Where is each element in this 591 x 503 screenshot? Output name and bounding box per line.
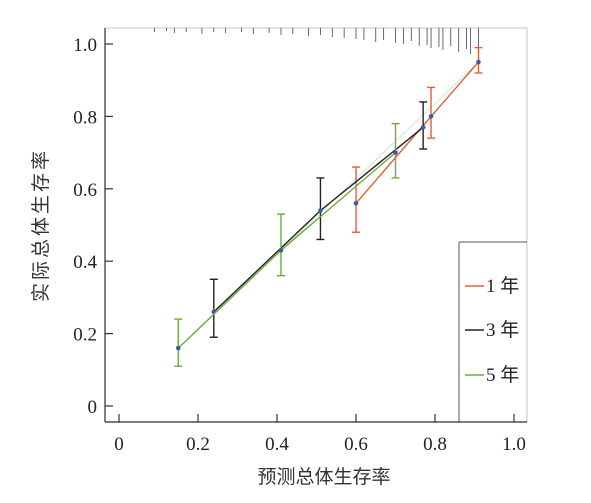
data-point [278, 248, 284, 253]
y-tick-label: 0 [88, 397, 98, 418]
x-tick-label: 0.2 [186, 434, 210, 455]
x-tick-label: 0.8 [423, 434, 447, 455]
rug-marks [154, 28, 479, 54]
x-tick-label: 1.0 [502, 434, 526, 455]
x-tick-label: 0.6 [344, 434, 368, 455]
series-3 [174, 122, 400, 367]
series-2 [209, 101, 428, 338]
data-point [318, 208, 323, 213]
legend-label: 5 年 [486, 364, 519, 386]
x-tick-label: 0.4 [265, 434, 289, 455]
plot-frame [104, 27, 528, 423]
x-tick-label: 0 [114, 434, 124, 455]
data-point [393, 150, 398, 155]
series-line [177, 152, 396, 349]
y-tick-label: 0.8 [73, 107, 97, 128]
legend-label: 1 年 [486, 275, 519, 297]
y-tick-label: 0.4 [73, 252, 97, 273]
data-point [476, 59, 481, 65]
data-point [353, 200, 359, 206]
series-1 [352, 46, 483, 233]
legend: 1 年 3 年 5 年 [458, 241, 527, 422]
data-point [175, 345, 181, 351]
data-point [428, 114, 434, 119]
y-tick-label: 0.6 [73, 180, 97, 201]
y-axis-title: 实际总体生存率 [30, 148, 52, 302]
legend-label: 3 年 [486, 319, 519, 341]
y-tick-label: 0.2 [73, 325, 97, 346]
y-tick-label: 1.0 [73, 35, 97, 56]
x-axis-title: 预测总体生存率 [257, 466, 390, 488]
data-point [420, 124, 426, 130]
